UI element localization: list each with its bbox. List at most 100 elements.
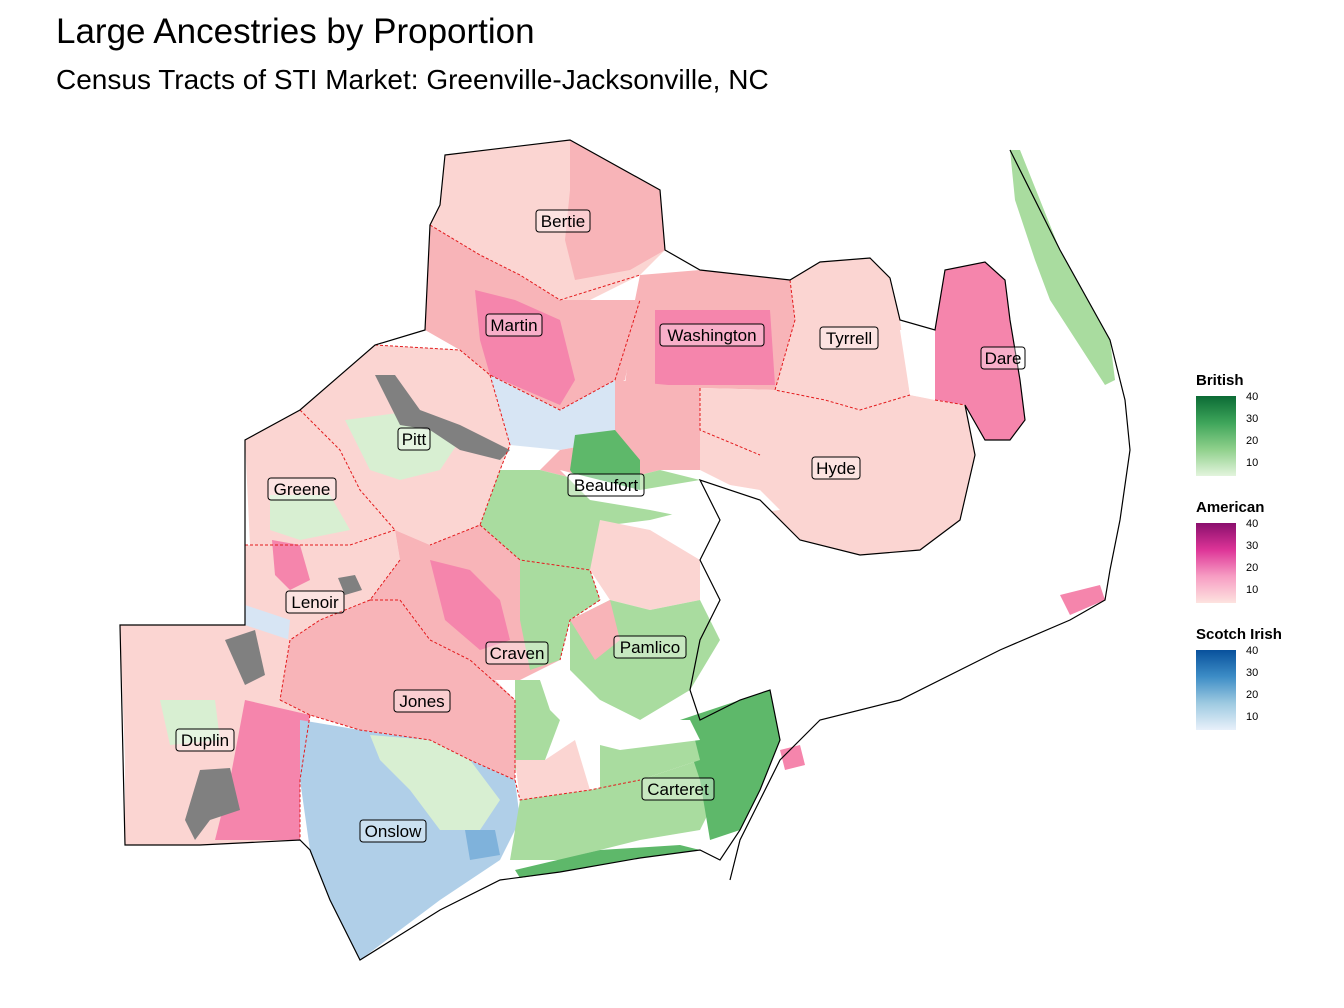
county-label: Martin (485, 313, 543, 337)
county-label: Onslow (359, 819, 427, 843)
tract-carteret (510, 760, 720, 860)
tract-lenoir-pink (272, 540, 310, 590)
legend-tick: 40 (1246, 645, 1259, 657)
tract-onslow-strong (465, 830, 500, 860)
legend-tick: 30 (1246, 667, 1259, 679)
no-data-duplin-south (185, 768, 240, 840)
legend-tick: 10 (1246, 584, 1259, 596)
tract-fills (120, 140, 1115, 960)
county-label-text: Tyrrell (826, 329, 872, 348)
legend-scale: 40 30 20 10 (1196, 391, 1316, 476)
border-greene-lenoir (245, 529, 396, 546)
legend-tick: 20 (1246, 689, 1259, 701)
tract-onslow-green (370, 735, 500, 830)
border-beaufort-hyde (699, 388, 761, 456)
legend-scale: 40 30 20 10 (1196, 518, 1316, 603)
legend-colorbar (1196, 396, 1236, 476)
county-labels: Bertie Martin Washington Tyrrell Dare Pi… (175, 209, 1026, 843)
county-label: Pamlico (613, 635, 687, 659)
legend-tick: 30 (1246, 413, 1259, 425)
legend-title: American (1196, 499, 1265, 516)
county-label-text: Pamlico (620, 638, 680, 657)
legend-title: British (1196, 372, 1244, 389)
border-lenoir-jones (279, 559, 401, 701)
legend-colorbar (1196, 523, 1236, 603)
tract-outer-banks-south (1060, 585, 1105, 615)
legend-colorbar (1196, 650, 1236, 730)
county-borders (245, 224, 966, 840)
county-label-text: Washington (667, 326, 756, 345)
county-label-text: Carteret (647, 780, 709, 799)
legend-american: American 40 30 20 10 (1196, 499, 1316, 603)
border-pitt-beaufort (429, 374, 511, 546)
tract-hyde (700, 388, 975, 555)
tract-carteret-strong (680, 690, 780, 840)
no-data-pitt (375, 375, 510, 460)
county-label-text: Craven (490, 644, 545, 663)
county-label-text: Martin (490, 316, 537, 335)
county-label-text: Greene (274, 480, 331, 499)
outer-banks-outline (729, 149, 1131, 881)
tract-washington-strong (655, 310, 775, 385)
county-label-text: Pitt (402, 430, 427, 449)
tract-beaufort-green-strong (570, 430, 640, 492)
county-label-text: Lenoir (291, 593, 339, 612)
county-label: Craven (485, 641, 549, 665)
tract-pitt-blue (490, 375, 615, 450)
county-label: Bertie (535, 209, 591, 233)
county-label-text: Beaufort (574, 476, 639, 495)
tract-craven-strong (430, 560, 510, 650)
county-label: Duplin (175, 728, 235, 752)
market-outline (119, 139, 1026, 961)
county-label-text: Hyde (816, 459, 856, 478)
legend-tick: 20 (1246, 562, 1259, 574)
legend-tick: 10 (1246, 457, 1259, 469)
border-jones-craven (370, 599, 516, 701)
legend-title: Scotch Irish (1196, 626, 1282, 643)
border-duplin-onslow (299, 714, 311, 840)
tract-carteret-pink (780, 745, 805, 770)
tract-dare (935, 262, 1025, 440)
legend-tick: 40 (1246, 518, 1259, 530)
county-label-text: Dare (985, 349, 1022, 368)
tract-outer-banks (1010, 150, 1115, 385)
county-label: Tyrrell (819, 326, 879, 350)
map-subtitle: Census Tracts of STI Market: Greenville-… (56, 64, 769, 95)
legend-tick: 20 (1246, 435, 1259, 447)
water-pamlico-sound (740, 540, 1050, 700)
tract-tyrrell (775, 258, 910, 410)
water-neuse (540, 680, 700, 750)
tract-pamlico-pink (570, 600, 620, 660)
county-label-text: Duplin (181, 731, 229, 750)
water-pamlico-river (560, 470, 780, 520)
border-craven-carteret (514, 700, 641, 801)
tract-bogue-banks (515, 845, 700, 878)
county-label: Carteret (641, 777, 715, 801)
no-data-lenoir (338, 575, 362, 595)
border-tyrrell-dare (934, 399, 966, 406)
legend-british: British 40 30 20 10 (1196, 372, 1316, 476)
map-title: Large Ancestries by Proportion (56, 12, 535, 51)
tract-martin-strong (475, 290, 575, 405)
county-label: Dare (980, 346, 1026, 370)
tract-greene-green (270, 495, 350, 540)
county-label: Pitt (397, 427, 431, 451)
no-data-duplin-north (225, 630, 265, 685)
county-label: Greene (267, 477, 337, 501)
legend-tick: 40 (1246, 391, 1259, 403)
legend-tick: 30 (1246, 540, 1259, 552)
border-craven-pamlico (559, 599, 601, 661)
county-label: Hyde (811, 456, 861, 480)
legend-scotch-irish: Scotch Irish 40 30 20 10 (1196, 626, 1316, 730)
county-label: Lenoir (285, 590, 345, 614)
water-albemarle (900, 330, 935, 400)
border-pitt-greene (299, 409, 396, 531)
tract-duplin-green (160, 700, 220, 745)
county-label-text: Jones (399, 692, 444, 711)
tract-jones-light (515, 740, 590, 800)
border-craven-beaufort (479, 524, 601, 601)
county-label: Washington (659, 323, 765, 347)
tract-beaufort-south (590, 520, 700, 610)
county-label: Jones (393, 689, 451, 713)
